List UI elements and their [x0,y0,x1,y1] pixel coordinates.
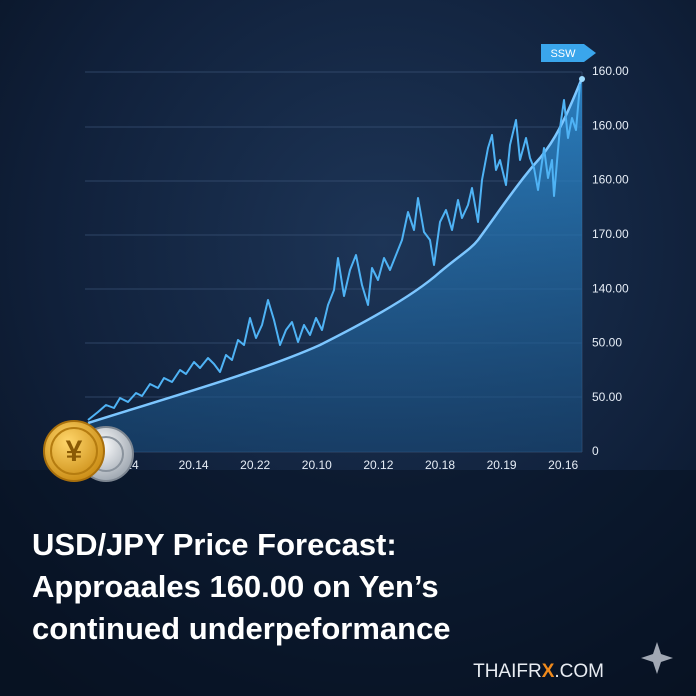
brand-part: .COM [554,661,604,682]
end-dot [579,76,585,82]
y-label: 170.00 [592,227,629,241]
x-labels: 24 20.14 20.22 20.10 20.12 20.18 20.19 20.16 [125,458,578,472]
coins: ¥ [43,420,134,482]
x-label: 20.19 [487,458,517,472]
price-line [87,83,581,421]
svg-text:¥: ¥ [66,435,83,468]
x-label: 20.14 [179,458,209,472]
title: USD/JPY Price Forecast: Approaales 160.00… [32,527,451,646]
y-label: 0 [592,444,599,458]
x-label: 20.16 [548,458,578,472]
trend-line [87,77,584,425]
forecast-area [88,78,582,452]
y-label: 160.00 [592,173,629,187]
title-line: continued underpeformance [32,611,451,646]
title-shade [0,470,696,696]
x-label: 20.18 [425,458,455,472]
brand: THAIFRX.COM [473,661,604,682]
badge-arrow [541,44,596,62]
x-label: 20.22 [240,458,270,472]
y-labels: 160.00 160.00 160.00 170.00 140.00 50.00 50.00… [592,64,629,458]
badge-label: SSW [550,48,576,60]
y-label: 140.00 [592,281,629,295]
sparkle [641,642,673,674]
brand-part: X [542,661,555,682]
y-label: 50.00 [592,336,622,350]
brand-part: THAIFR [473,661,542,682]
y-label: 160.00 [592,64,629,78]
title-line: Approaales 160.00 on Yen’s [32,569,439,604]
x-label: 20.12 [363,458,393,472]
y-label: 50.00 [592,390,622,404]
y-label: 160.00 [592,118,629,132]
x-label: 20.10 [302,458,332,472]
title-line: USD/JPY Price Forecast: [32,527,397,562]
